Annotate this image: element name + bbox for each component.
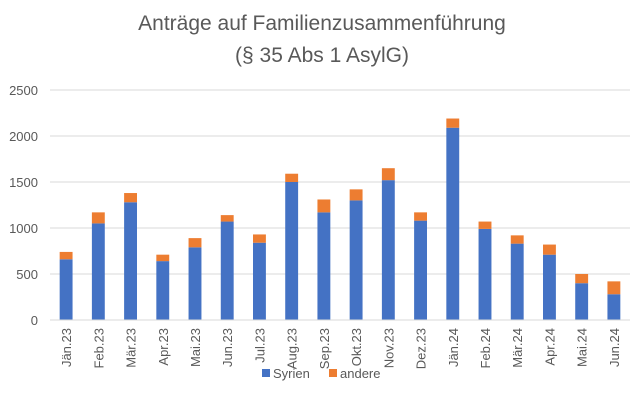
bar-syrien-Feb.23 bbox=[91, 223, 105, 320]
bars bbox=[59, 118, 621, 320]
y-tick-label: 2000 bbox=[9, 129, 38, 144]
bar-syrien-Nov.23 bbox=[381, 180, 395, 320]
bar-syrien-Jul.23 bbox=[253, 242, 266, 320]
x-tick-label: Jän.23 bbox=[59, 328, 74, 367]
bar-syrien-Jän.24 bbox=[446, 127, 460, 320]
bar-syrien-Mai.23 bbox=[188, 247, 202, 320]
legend-label-syrien: Syrien bbox=[273, 366, 310, 381]
y-tick-label: 0 bbox=[31, 313, 38, 328]
bar-andere-Apr.23 bbox=[156, 254, 170, 262]
bar-syrien-Apr.24 bbox=[543, 254, 556, 320]
y-tick-label: 1500 bbox=[9, 175, 38, 190]
bar-andere-Jun.24 bbox=[607, 281, 621, 295]
legend-label-andere: andere bbox=[340, 366, 380, 381]
bar-syrien-Apr.23 bbox=[156, 261, 170, 320]
bar-andere-Mai.23 bbox=[188, 238, 202, 248]
bar-andere-Sep.23 bbox=[317, 199, 331, 213]
x-axis-ticks: Jän.23 Feb.23 Mär.23 Apr.23 Mai.23 Jun.23 Jul.… bbox=[59, 328, 622, 369]
bar-syrien-Mär.24 bbox=[510, 243, 524, 320]
x-tick-label: Feb.24 bbox=[478, 328, 493, 368]
y-tick-label: 2500 bbox=[9, 83, 38, 98]
bar-syrien-Jän.23 bbox=[59, 259, 73, 320]
bar-syrien-Jun.24 bbox=[607, 294, 621, 320]
bar-andere-Jul.23 bbox=[253, 234, 266, 243]
x-tick-label: Nov.23 bbox=[381, 328, 396, 368]
bar-andere-Jän.23 bbox=[59, 251, 73, 260]
bar-syrien-Jun.23 bbox=[220, 221, 234, 320]
bar-syrien-Feb.24 bbox=[478, 228, 492, 320]
legend-swatch-syrien bbox=[262, 369, 270, 377]
bar-andere-Okt.23 bbox=[349, 189, 363, 201]
gridlines bbox=[50, 89, 630, 275]
x-tick-label: Jän.24 bbox=[446, 328, 461, 367]
bar-andere-Mai.24 bbox=[575, 274, 589, 284]
x-tick-label: Jun.23 bbox=[220, 328, 235, 367]
x-tick-label: Mär.23 bbox=[124, 328, 139, 368]
x-tick-label: Mai.24 bbox=[575, 328, 590, 367]
bar-andere-Nov.23 bbox=[381, 168, 395, 181]
legend: Syrien andere bbox=[262, 366, 380, 381]
bar-syrien-Dez.23 bbox=[414, 220, 427, 320]
x-tick-label: Mär.24 bbox=[510, 328, 525, 368]
x-tick-label: Aug.23 bbox=[285, 328, 300, 369]
bar-andere-Feb.23 bbox=[91, 212, 105, 224]
x-tick-label: Okt.23 bbox=[349, 328, 364, 366]
bar-andere-Feb.24 bbox=[478, 221, 492, 229]
bar-andere-Dez.23 bbox=[414, 212, 427, 221]
bar-andere-Apr.24 bbox=[543, 244, 556, 255]
bar-syrien-Mär.23 bbox=[124, 202, 137, 320]
x-tick-label: Feb.23 bbox=[91, 328, 106, 368]
legend-swatch-andere bbox=[329, 369, 337, 377]
x-tick-label: Mai.23 bbox=[188, 328, 203, 367]
y-tick-label: 1000 bbox=[9, 221, 38, 236]
bar-syrien-Sep.23 bbox=[317, 212, 331, 320]
bar-syrien-Aug.23 bbox=[285, 182, 299, 320]
bar-andere-Jän.24 bbox=[446, 118, 460, 128]
bar-andere-Aug.23 bbox=[285, 173, 299, 182]
x-tick-label: Apr.23 bbox=[156, 328, 171, 366]
x-tick-label: Jul.23 bbox=[252, 328, 267, 363]
x-tick-label: Apr.24 bbox=[542, 328, 557, 366]
bar-syrien-Mai.24 bbox=[575, 283, 589, 320]
bar-andere-Mär.24 bbox=[510, 235, 524, 244]
bar-syrien-Okt.23 bbox=[349, 200, 363, 320]
x-tick-label: Sep.23 bbox=[317, 328, 332, 369]
chart-title-line-2: (§ 35 Abs 1 AsylG) bbox=[235, 44, 409, 67]
chart-title-line-1: Anträge auf Familienzusammenführung bbox=[138, 12, 506, 35]
x-tick-label: Dez.23 bbox=[414, 328, 429, 369]
x-tick-label: Jun.24 bbox=[607, 328, 622, 367]
y-tick-label: 500 bbox=[16, 267, 38, 282]
bar-andere-Mär.23 bbox=[124, 193, 137, 203]
bar-andere-Jun.23 bbox=[220, 215, 234, 222]
y-axis-ticks: 0 500 1000 1500 2000 2500 bbox=[9, 83, 38, 328]
